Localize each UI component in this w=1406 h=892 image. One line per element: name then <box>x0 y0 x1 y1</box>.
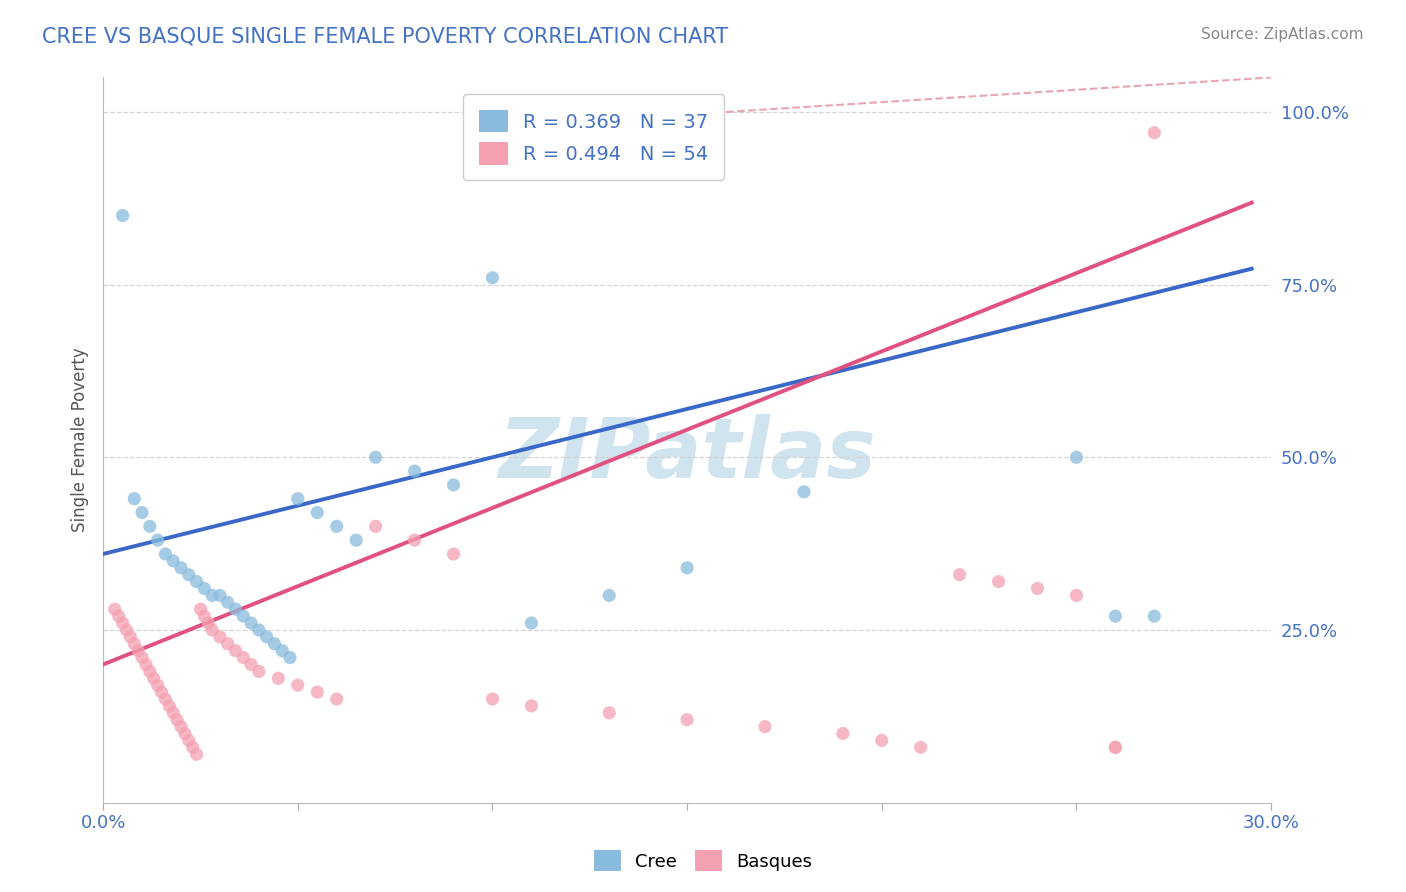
Point <box>278 650 301 665</box>
Point <box>127 643 149 657</box>
Point <box>124 637 146 651</box>
Point <box>676 561 699 575</box>
Legend: R = 0.369   N = 37, R = 0.494   N = 54: R = 0.369 N = 37, R = 0.494 N = 54 <box>463 95 724 180</box>
Point <box>364 519 387 533</box>
Point <box>139 519 162 533</box>
Point <box>1066 450 1088 465</box>
Point <box>520 615 543 630</box>
Point <box>443 547 465 561</box>
Point <box>104 602 127 616</box>
Point <box>193 582 215 596</box>
Point <box>150 685 173 699</box>
Point <box>131 650 153 665</box>
Point <box>162 554 184 568</box>
Point <box>232 650 254 665</box>
Point <box>201 623 224 637</box>
Point <box>404 464 426 478</box>
Point <box>325 692 347 706</box>
Point <box>325 519 347 533</box>
Point <box>240 615 263 630</box>
Text: Source: ZipAtlas.com: Source: ZipAtlas.com <box>1201 27 1364 42</box>
Point <box>307 506 329 520</box>
Point <box>107 609 129 624</box>
Point <box>271 643 294 657</box>
Point <box>208 630 231 644</box>
Point <box>197 615 219 630</box>
Text: ZIPatlas: ZIPatlas <box>498 414 876 495</box>
Point <box>247 623 270 637</box>
Point <box>287 491 309 506</box>
Point <box>307 685 329 699</box>
Point <box>870 733 893 747</box>
Point <box>173 726 195 740</box>
Point <box>170 720 193 734</box>
Y-axis label: Single Female Poverty: Single Female Poverty <box>72 348 89 533</box>
Point <box>598 706 620 720</box>
Point <box>1104 609 1126 624</box>
Point <box>201 588 224 602</box>
Point <box>1104 740 1126 755</box>
Point <box>232 609 254 624</box>
Point <box>115 623 138 637</box>
Point <box>1104 740 1126 755</box>
Point <box>481 692 503 706</box>
Point <box>256 630 278 644</box>
Point <box>520 698 543 713</box>
Point <box>124 491 146 506</box>
Point <box>142 671 165 685</box>
Point <box>364 450 387 465</box>
Point <box>598 588 620 602</box>
Point <box>263 637 285 651</box>
Point <box>224 643 246 657</box>
Point <box>267 671 290 685</box>
Point <box>793 484 815 499</box>
Point <box>146 678 169 692</box>
Point <box>676 713 699 727</box>
Point <box>240 657 263 672</box>
Point <box>831 726 853 740</box>
Point <box>287 678 309 692</box>
Point <box>162 706 184 720</box>
Point <box>139 665 162 679</box>
Point <box>217 637 239 651</box>
Point <box>224 602 246 616</box>
Point <box>135 657 157 672</box>
Point <box>193 609 215 624</box>
Legend: Cree, Basques: Cree, Basques <box>586 843 820 879</box>
Point <box>217 595 239 609</box>
Point <box>170 561 193 575</box>
Point <box>987 574 1010 589</box>
Point <box>1143 126 1166 140</box>
Point <box>949 567 972 582</box>
Point <box>111 615 134 630</box>
Point <box>186 747 208 762</box>
Point <box>754 720 776 734</box>
Point <box>186 574 208 589</box>
Point <box>1026 582 1049 596</box>
Point <box>910 740 932 755</box>
Point <box>1143 609 1166 624</box>
Point <box>247 665 270 679</box>
Point <box>131 506 153 520</box>
Point <box>111 209 134 223</box>
Point <box>177 567 200 582</box>
Point <box>344 533 367 548</box>
Point <box>1066 588 1088 602</box>
Text: CREE VS BASQUE SINGLE FEMALE POVERTY CORRELATION CHART: CREE VS BASQUE SINGLE FEMALE POVERTY COR… <box>42 27 728 46</box>
Point <box>208 588 231 602</box>
Point <box>120 630 142 644</box>
Point <box>190 602 212 616</box>
Point <box>155 547 177 561</box>
Point <box>155 692 177 706</box>
Point <box>443 478 465 492</box>
Point <box>481 270 503 285</box>
Point <box>404 533 426 548</box>
Point <box>177 733 200 747</box>
Point <box>157 698 180 713</box>
Point <box>181 740 204 755</box>
Point <box>166 713 188 727</box>
Point <box>146 533 169 548</box>
